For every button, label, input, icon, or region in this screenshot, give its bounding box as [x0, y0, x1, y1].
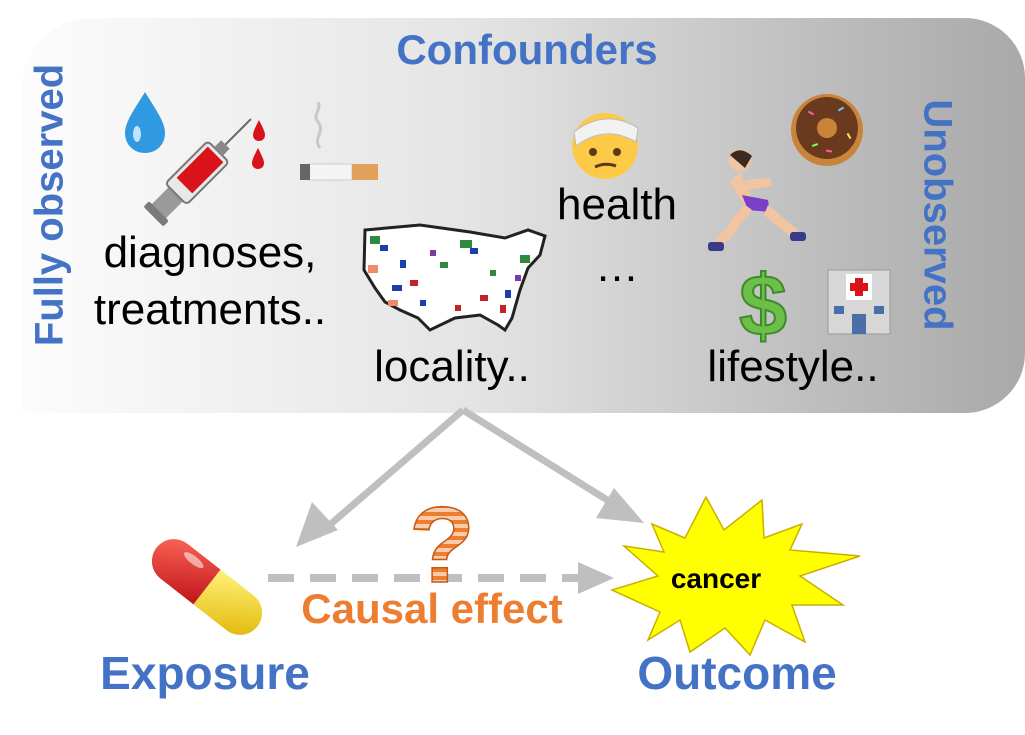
water-drop-icon	[125, 92, 165, 153]
ellipsis-label: …	[595, 242, 639, 291]
pill-capsule-icon	[151, 539, 263, 635]
usa-map-icon	[362, 223, 547, 333]
cigarette-icon	[300, 101, 378, 181]
bandaged-face-icon	[572, 113, 639, 179]
exposure-label: Exposure	[100, 647, 310, 699]
syringe-icon	[144, 118, 252, 226]
runner-icon	[708, 149, 806, 251]
causal-effect-label: Causal effect	[301, 585, 563, 632]
donut-icon	[791, 94, 863, 166]
diagnoses-label: diagnoses,	[103, 228, 317, 277]
confounder-panel	[22, 18, 1025, 413]
question-mark: ?	[409, 484, 475, 605]
lifestyle-label: lifestyle..	[707, 342, 879, 391]
health-label: health	[557, 180, 677, 229]
blood-drops-icon	[252, 120, 265, 169]
hospital-icon	[827, 269, 891, 335]
confounders-title: Confounders	[396, 26, 658, 73]
explosion-icon	[609, 495, 861, 657]
treatments-label: treatments..	[93, 285, 327, 334]
locality-label: locality..	[374, 342, 530, 391]
dollar-sign-icon: $	[738, 257, 788, 355]
svg-text:$: $	[739, 258, 787, 354]
confounder-arrows	[315, 407, 622, 538]
arrow-head-outcome	[596, 488, 644, 523]
causal-arrow-head	[578, 562, 614, 594]
arrow-head-exposure	[296, 502, 338, 547]
cancer-label: cancer	[670, 563, 762, 594]
outcome-label: Outcome	[637, 647, 837, 699]
